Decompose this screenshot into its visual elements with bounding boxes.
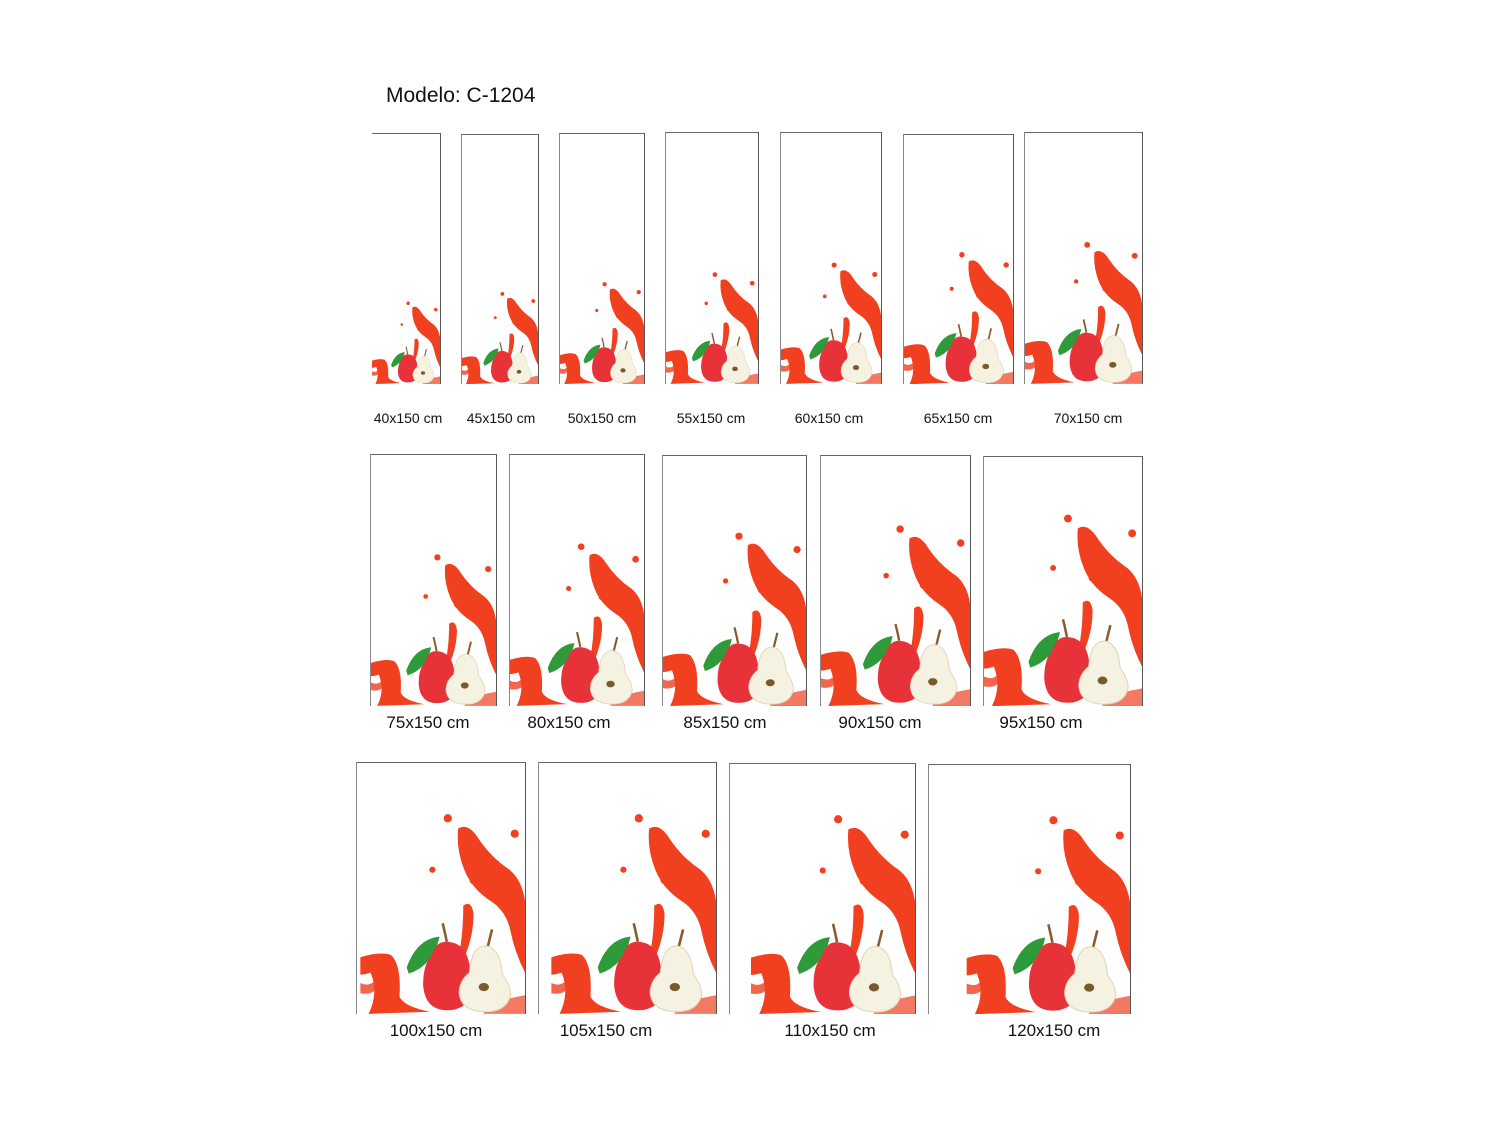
size-variant-preview <box>372 133 441 384</box>
size-variant-preview <box>903 134 1014 384</box>
size-label: 60x150 cm <box>794 410 864 426</box>
size-label: 110x150 cm <box>784 1021 876 1040</box>
size-variant-preview <box>729 763 916 1014</box>
size-label: 80x150 cm <box>527 713 611 732</box>
size-variant-preview <box>461 134 539 384</box>
fruit-splash-image <box>984 514 1142 706</box>
size-label: 85x150 cm <box>683 713 767 732</box>
size-variant-preview <box>665 132 759 384</box>
size-variant-preview <box>559 133 645 384</box>
size-label: 100x150 cm <box>389 1021 483 1040</box>
size-label: 50x150 cm <box>567 410 637 426</box>
fruit-splash-image <box>666 272 758 384</box>
fruit-splash-image <box>966 815 1130 1014</box>
size-label: 75x150 cm <box>386 713 470 732</box>
size-variant-preview <box>662 455 807 706</box>
fruit-splash-image <box>372 301 440 384</box>
fruit-splash-image <box>663 532 806 706</box>
size-variant-preview <box>780 132 882 384</box>
fruit-splash-image <box>821 525 970 706</box>
fruit-splash-image <box>360 814 525 1014</box>
fruit-splash-image <box>551 814 716 1014</box>
fruit-splash-image <box>751 815 915 1014</box>
fruit-splash-image <box>371 554 496 706</box>
fruit-splash-image <box>781 262 881 384</box>
size-variant-preview <box>1024 132 1143 384</box>
size-variant-preview <box>356 762 526 1014</box>
size-variant-preview <box>983 456 1143 706</box>
model-title: Modelo: C-1204 <box>386 84 536 107</box>
size-label: 65x150 cm <box>923 410 993 426</box>
size-label: 120x150 cm <box>1007 1021 1101 1040</box>
fruit-splash-image <box>560 282 644 384</box>
size-variant-preview <box>370 454 497 706</box>
size-variant-preview <box>509 454 645 706</box>
size-label: 70x150 cm <box>1053 410 1123 426</box>
size-label: 45x150 cm <box>466 410 536 426</box>
fruit-splash-image <box>462 291 538 384</box>
size-variant-preview <box>928 764 1131 1014</box>
size-label: 55x150 cm <box>676 410 746 426</box>
size-label: 40x150 cm <box>373 410 443 426</box>
fruit-splash-image <box>510 543 644 706</box>
fruit-splash-image <box>904 251 1013 384</box>
size-variant-preview <box>538 762 717 1014</box>
size-label: 95x150 cm <box>999 713 1083 732</box>
size-variant-preview <box>820 455 971 706</box>
size-label: 90x150 cm <box>838 713 922 732</box>
size-label: 105x150 cm <box>559 1021 653 1040</box>
fruit-splash-image <box>1025 242 1142 384</box>
